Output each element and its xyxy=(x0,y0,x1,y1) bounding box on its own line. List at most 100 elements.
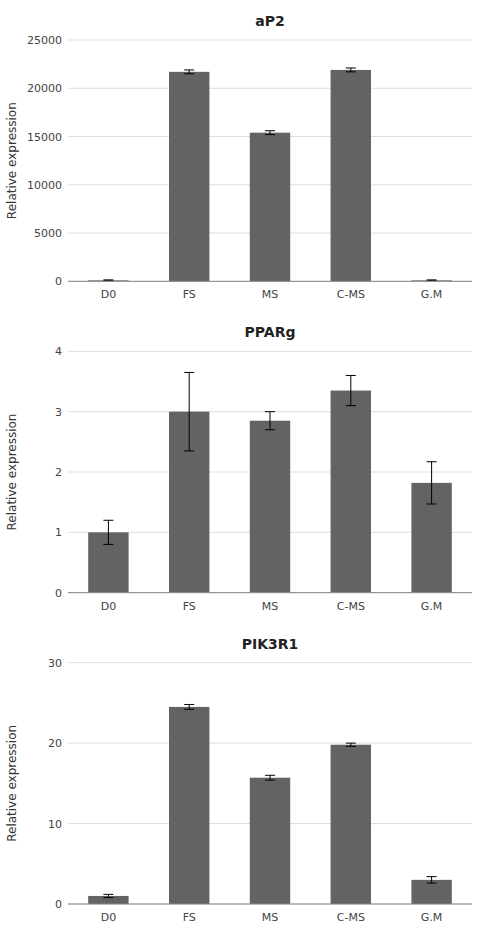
y-tick-label: 2 xyxy=(55,466,62,479)
y-tick-label: 10000 xyxy=(27,179,62,192)
error-bar xyxy=(346,743,356,746)
x-tick-label: G.M xyxy=(421,288,443,301)
y-axis-label: Relative expression xyxy=(5,725,19,842)
panel: PPARgRelative expression01234D0FSMSC-MSG… xyxy=(5,324,472,612)
error-cap xyxy=(427,461,437,462)
error-cap xyxy=(184,372,194,373)
marks xyxy=(88,68,452,281)
error-bar xyxy=(184,372,194,450)
marks xyxy=(88,704,452,904)
error-cap xyxy=(427,503,437,504)
bar xyxy=(331,391,371,593)
bar xyxy=(169,707,209,904)
x-tick-label: G.M xyxy=(421,911,443,924)
error-bar xyxy=(184,704,194,709)
bar xyxy=(250,133,290,282)
y-tick-label: 1 xyxy=(55,526,62,539)
x-tick-label: FS xyxy=(183,911,196,924)
x-axis xyxy=(68,904,472,905)
bar xyxy=(88,896,128,904)
error-bar xyxy=(103,894,113,897)
error-line xyxy=(189,372,190,450)
error-line xyxy=(350,375,351,405)
y-tick-label: 20 xyxy=(48,737,62,750)
error-cap xyxy=(184,73,194,74)
x-tick-label: D0 xyxy=(101,288,116,301)
panel: PIK3R1Relative expression0102030D0FSMSC-… xyxy=(5,636,472,924)
grid-line xyxy=(68,904,472,905)
grid-line xyxy=(68,88,472,89)
grid-line xyxy=(68,40,472,41)
x-axis xyxy=(68,592,472,593)
y-axis-label: Relative expression xyxy=(5,102,19,219)
error-cap xyxy=(184,450,194,451)
error-line xyxy=(189,70,190,74)
error-cap xyxy=(184,709,194,710)
x-tick-label: MS xyxy=(262,600,278,613)
x-tick-label: G.M xyxy=(421,600,443,613)
y-tick-label: 3 xyxy=(55,406,62,419)
marks xyxy=(88,372,452,592)
y-tick-label: 20000 xyxy=(27,82,62,95)
error-cap xyxy=(265,429,275,430)
y-tick-label: 5000 xyxy=(34,227,62,240)
grid-line xyxy=(68,662,472,663)
bar xyxy=(411,880,451,904)
error-cap xyxy=(103,520,113,521)
error-bar xyxy=(265,131,275,135)
error-cap xyxy=(265,134,275,135)
error-cap xyxy=(265,411,275,412)
chart-svg: aP2Relative expression050001000015000200… xyxy=(0,0,488,946)
y-tick-label: 15000 xyxy=(27,131,62,144)
x-tick-label: C-MS xyxy=(337,288,365,301)
x-axis xyxy=(68,281,472,282)
error-cap xyxy=(265,130,275,131)
x-tick-label: MS xyxy=(262,288,278,301)
y-axis-label: Relative expression xyxy=(5,414,19,531)
x-tick-label: MS xyxy=(262,911,278,924)
error-cap xyxy=(346,405,356,406)
y-tick-label: 10 xyxy=(48,818,62,831)
y-tick-label: 25000 xyxy=(27,34,62,47)
error-cap xyxy=(184,704,194,705)
chart-container: aP2Relative expression050001000015000200… xyxy=(0,0,488,946)
error-cap xyxy=(103,279,113,280)
error-bar xyxy=(265,412,275,430)
error-cap xyxy=(346,375,356,376)
y-tick-label: 30 xyxy=(48,657,62,670)
grid-line xyxy=(68,351,472,352)
error-cap xyxy=(346,746,356,747)
title: aP2 xyxy=(255,13,284,29)
error-bar xyxy=(427,462,437,504)
error-cap xyxy=(103,897,113,898)
y-tick-label: 4 xyxy=(55,345,62,358)
error-line xyxy=(270,131,271,135)
x-tick-label: C-MS xyxy=(337,600,365,613)
bar xyxy=(250,778,290,904)
error-cap xyxy=(346,67,356,68)
y-tick-label: 0 xyxy=(55,275,62,288)
bar xyxy=(250,421,290,593)
x-tick-label: FS xyxy=(183,288,196,301)
error-line xyxy=(189,704,190,709)
error-bar xyxy=(103,520,113,544)
error-line xyxy=(431,462,432,504)
grid-line xyxy=(68,743,472,744)
bar xyxy=(331,745,371,904)
grid-line xyxy=(68,592,472,593)
panel: aP2 Relative expression 0 5000 10000 15000 200… xyxy=(5,13,472,301)
grid-line xyxy=(68,281,472,282)
x-tick-label: FS xyxy=(183,600,196,613)
error-bar xyxy=(265,775,275,780)
title: PIK3R1 xyxy=(242,636,299,652)
grid-line xyxy=(68,411,472,412)
error-line xyxy=(431,877,432,883)
error-bar xyxy=(346,375,356,405)
y-tick-label: 0 xyxy=(55,587,62,600)
bar xyxy=(169,72,209,281)
error-line xyxy=(350,68,351,72)
bar xyxy=(331,70,371,281)
error-cap xyxy=(184,69,194,70)
error-cap xyxy=(265,780,275,781)
x-tick-label: D0 xyxy=(101,911,116,924)
